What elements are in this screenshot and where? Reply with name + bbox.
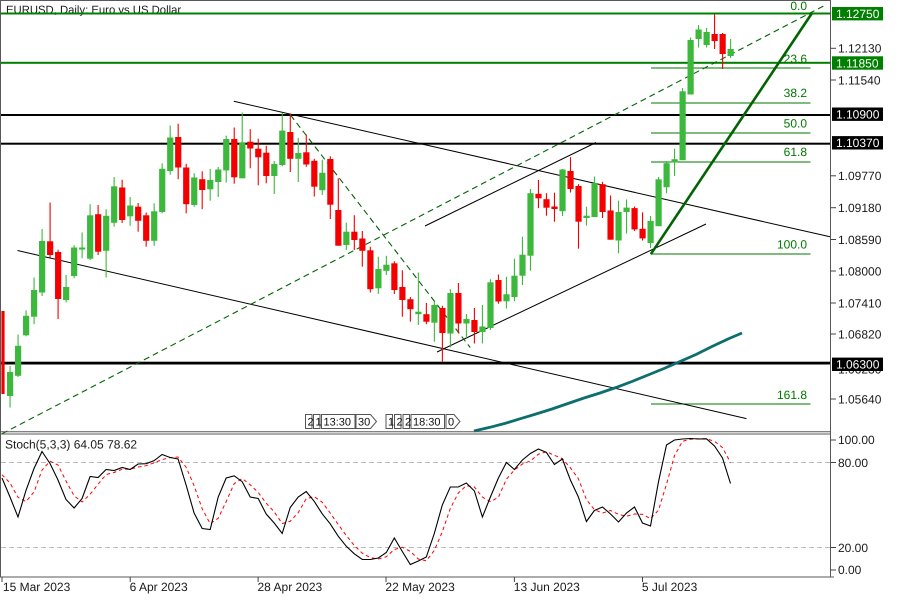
svg-text:2: 2	[308, 417, 314, 429]
svg-text:23.6: 23.6	[784, 52, 808, 66]
svg-text:1.11850: 1.11850	[836, 56, 879, 70]
svg-text:100.00: 100.00	[838, 433, 875, 447]
svg-text:1: 1	[316, 417, 322, 429]
svg-text:1.05640: 1.05640	[838, 392, 882, 406]
svg-text:2: 2	[405, 417, 411, 429]
svg-text:15 Mar 2023: 15 Mar 2023	[3, 580, 71, 594]
svg-text:161.8: 161.8	[777, 388, 807, 402]
svg-text:18:30: 18:30	[413, 417, 441, 429]
svg-text:Stoch(5,3,3) 64.05 78.62: Stoch(5,3,3) 64.05 78.62	[5, 438, 137, 452]
svg-text:1.11540: 1.11540	[838, 73, 881, 87]
svg-text:1.10370: 1.10370	[836, 136, 880, 150]
svg-text:100.0: 100.0	[777, 238, 807, 252]
svg-text:1.09180: 1.09180	[838, 201, 882, 215]
svg-text:1.08590: 1.08590	[838, 233, 882, 247]
svg-text:0.00: 0.00	[838, 563, 862, 577]
svg-text:1.12130: 1.12130	[838, 42, 882, 56]
svg-text:22 May 2023: 22 May 2023	[385, 580, 455, 594]
svg-text:13 Jun 2023: 13 Jun 2023	[514, 580, 580, 594]
svg-text:1: 1	[388, 417, 394, 429]
svg-text:6 Apr 2023: 6 Apr 2023	[130, 580, 188, 594]
svg-text:1.06300: 1.06300	[836, 358, 880, 372]
svg-text:38.2: 38.2	[784, 86, 808, 100]
svg-text:0: 0	[448, 417, 454, 429]
svg-text:50.0: 50.0	[784, 117, 808, 131]
svg-text:1.10900: 1.10900	[836, 108, 880, 122]
svg-text:1.08000: 1.08000	[838, 264, 882, 278]
svg-text:1.09770: 1.09770	[838, 169, 882, 183]
svg-text:1.12750: 1.12750	[836, 7, 880, 21]
svg-text:80.00: 80.00	[838, 456, 868, 470]
svg-text:0.0: 0.0	[790, 0, 807, 13]
svg-text:61.8: 61.8	[784, 145, 808, 159]
svg-text:13:30: 13:30	[324, 417, 352, 429]
svg-text:28 Apr 2023: 28 Apr 2023	[258, 580, 323, 594]
svg-text:5 Jul 2023: 5 Jul 2023	[642, 580, 698, 594]
svg-text:30: 30	[358, 417, 370, 429]
svg-text:1.06820: 1.06820	[838, 327, 882, 341]
svg-text:EURUSD, Daily: Euro vs US Dol: EURUSD, Daily: Euro vs US Dollar	[6, 5, 181, 17]
svg-text:20.00: 20.00	[838, 541, 868, 555]
svg-text:1.07410: 1.07410	[838, 296, 882, 310]
svg-text:2: 2	[397, 417, 403, 429]
